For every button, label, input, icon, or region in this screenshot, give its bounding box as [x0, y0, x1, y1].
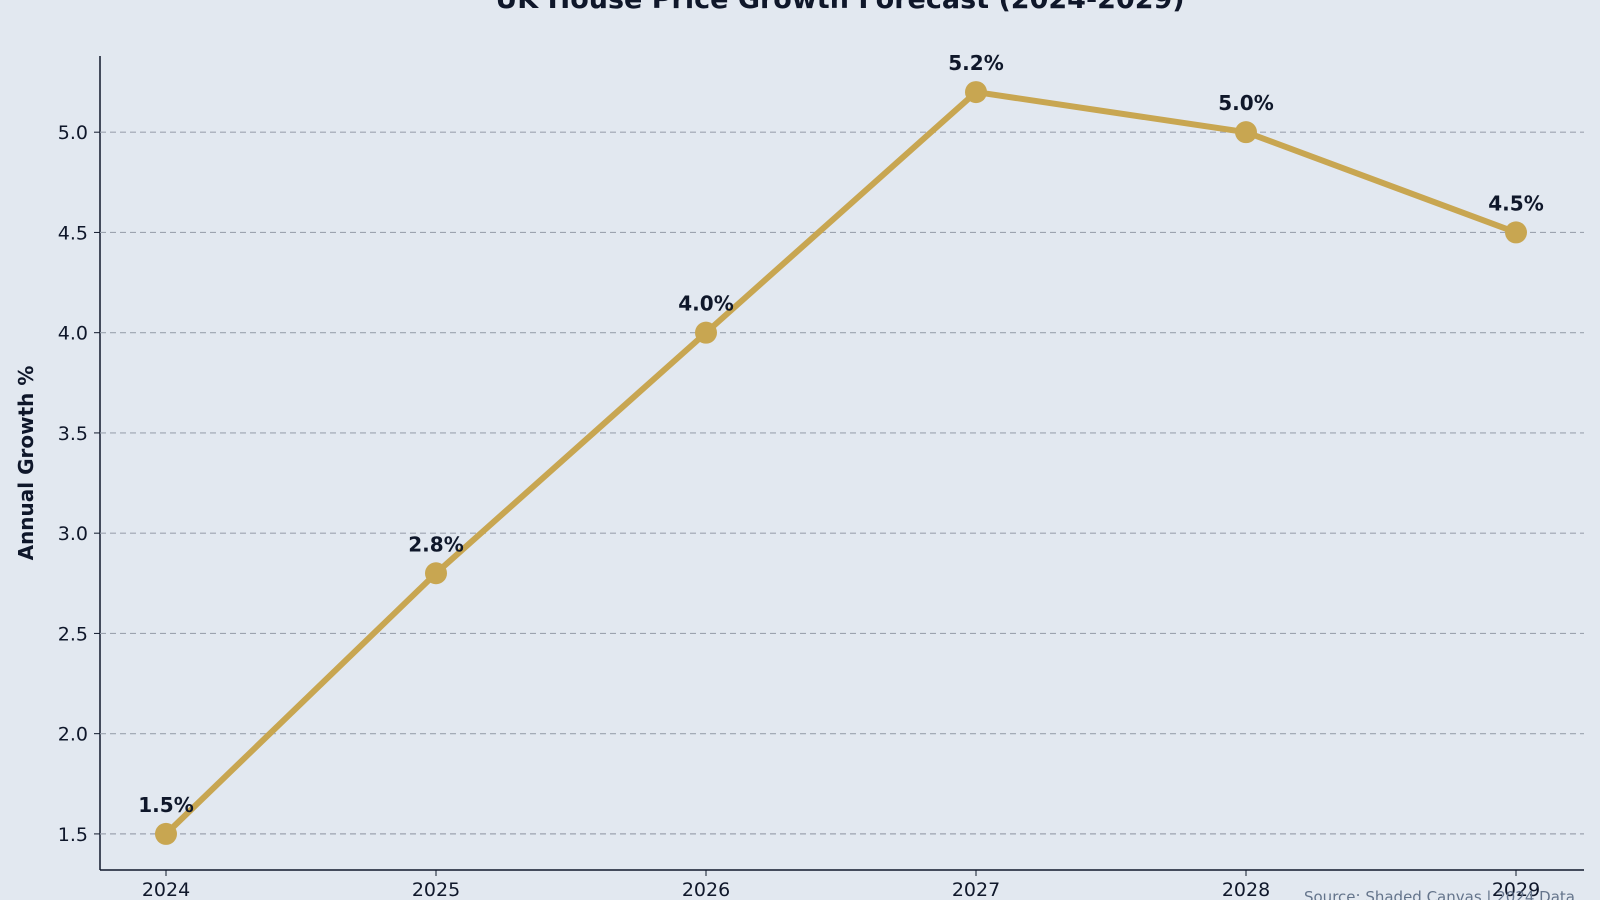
value-label: 4.0%: [678, 292, 733, 316]
y-tick-label: 2.5: [58, 623, 88, 645]
chart-title: UK House Price Growth Forecast (2024-202…: [495, 0, 1184, 15]
y-tick-label: 4.0: [58, 323, 88, 345]
value-label: 4.5%: [1488, 191, 1543, 215]
point: [425, 562, 447, 585]
value-label: 5.2%: [948, 51, 1003, 75]
y-tick-label: 5.0: [58, 122, 88, 144]
x-tick-label: 2025: [412, 879, 460, 900]
value-label: 2.8%: [408, 532, 463, 556]
y-tick-label: 4.5: [58, 222, 88, 244]
point: [965, 81, 987, 104]
y-tick-label: 1.5: [58, 824, 88, 846]
x-tick-label: 2027: [952, 879, 1000, 900]
point: [155, 822, 177, 845]
x-tick-label: 2028: [1222, 879, 1270, 900]
source-note: Source: Shaded Canvas | 2024 Data: [1304, 888, 1575, 900]
x-tick-label: 2024: [142, 879, 190, 900]
y-tick-label: 3.0: [58, 523, 88, 545]
y-axis-label: Annual Growth %: [14, 366, 38, 561]
x-tick-label: 2026: [682, 879, 730, 900]
x-tick-label: 2029: [1492, 879, 1540, 900]
point: [1235, 121, 1257, 144]
value-label: 1.5%: [138, 793, 193, 817]
value-label: 5.0%: [1218, 91, 1273, 115]
point: [695, 321, 717, 344]
line: [163, 89, 1518, 837]
point: [1505, 221, 1527, 244]
y-tick-label: 2.0: [58, 724, 88, 746]
y-tick-label: 3.5: [58, 423, 88, 445]
